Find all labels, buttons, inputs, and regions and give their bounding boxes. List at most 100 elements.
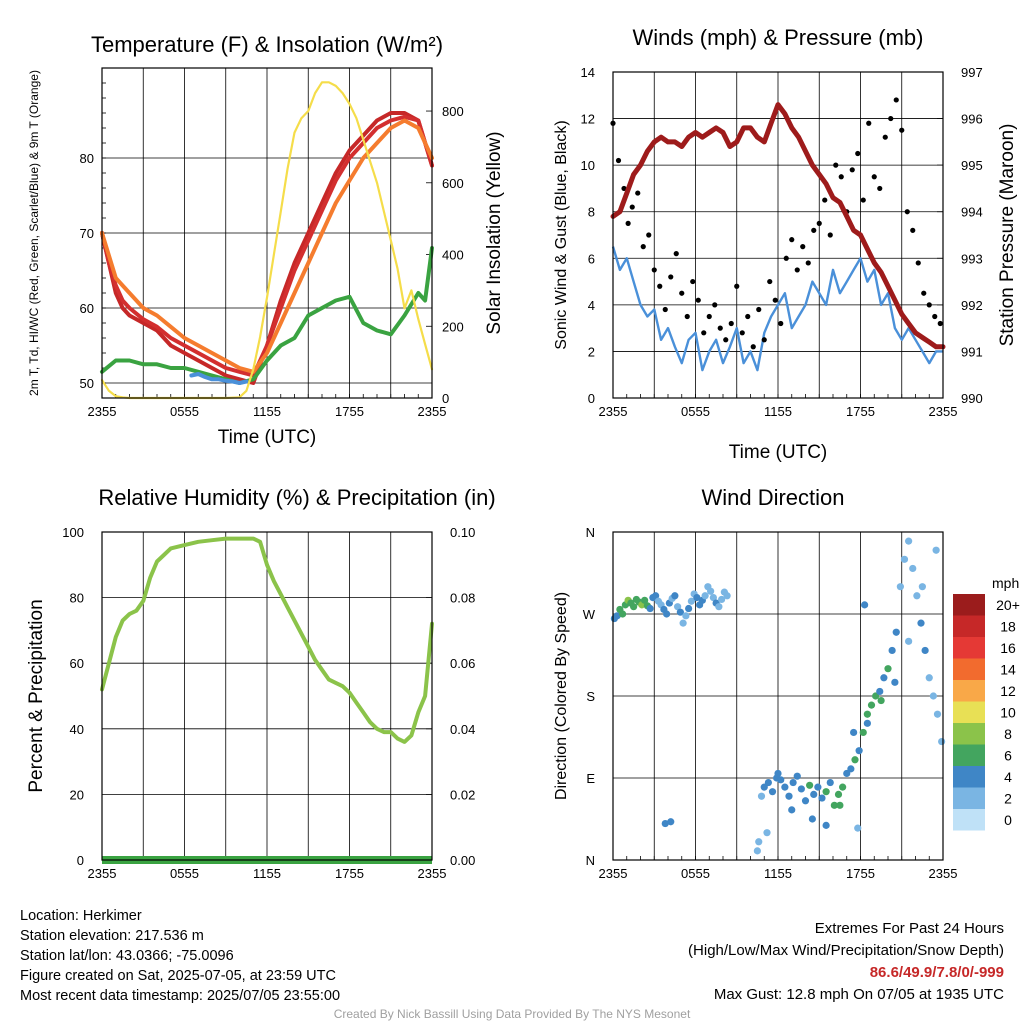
- gust-point: [794, 267, 800, 273]
- direction-point: [834, 790, 843, 799]
- plot-border: [612, 531, 944, 861]
- direction-point: [892, 628, 900, 636]
- gust-point: [937, 320, 943, 327]
- legend-title: mph: [992, 575, 1019, 591]
- legend-label: 14: [1000, 662, 1016, 678]
- y-tick-label: N: [586, 853, 595, 868]
- gust-point: [899, 127, 905, 133]
- y2-tick-label: 992: [961, 298, 983, 313]
- gust-point: [811, 227, 817, 233]
- chart-title: Relative Humidity (%) & Precipitation (i…: [98, 485, 495, 510]
- y-tick-label: 14: [581, 65, 595, 80]
- y2-tick-label: 0.00: [450, 853, 475, 868]
- y-tick-label: E: [586, 771, 595, 786]
- location-text: Location: Herkimer: [20, 908, 142, 924]
- direction-point: [774, 769, 782, 778]
- direction-point: [929, 692, 937, 700]
- y-axis-label: Direction (Colored By Speed): [553, 592, 570, 800]
- plot-border: [101, 67, 433, 399]
- y-tick-label: 20: [70, 787, 84, 802]
- credit-text: Created By Nick Bassill Using Data Provi…: [333, 1007, 691, 1021]
- gust-point: [734, 283, 740, 289]
- gust-point: [904, 209, 910, 215]
- extremes-info: Extremes For Past 24 Hours (High/Low/Max…: [688, 918, 1004, 1006]
- direction-point: [822, 788, 830, 796]
- speed-legend: mph 20+ 18 16 14 12 10 8 6 4 2 0: [953, 575, 1020, 831]
- y-tick-label: S: [586, 689, 595, 704]
- x-tick-label: 2355: [88, 404, 117, 419]
- x-tick-label: 1755: [846, 866, 875, 881]
- direction-point: [888, 646, 896, 655]
- direction-point: [938, 737, 946, 746]
- x-tick-label: 2355: [599, 866, 628, 881]
- x-tick-label: 0555: [170, 866, 199, 881]
- y2-tick-label: 0: [442, 391, 449, 406]
- direction-point: [652, 592, 660, 600]
- direction-point: [674, 603, 682, 611]
- gust-point: [728, 320, 734, 327]
- gust-point: [860, 197, 866, 203]
- gust-point: [767, 278, 773, 285]
- direction-point: [826, 778, 834, 787]
- gust-point: [833, 162, 839, 168]
- y2-tick-label: 0.08: [450, 591, 475, 606]
- gust-point: [866, 120, 872, 126]
- x-tick-label: 2355: [418, 404, 447, 419]
- y-tick-label: 100: [62, 525, 84, 540]
- gust-point: [662, 306, 668, 313]
- gust-point: [761, 337, 767, 343]
- direction-point: [863, 719, 871, 727]
- max-gust-text: Max Gust: 12.8 mph On 07/05 at 1935 UTC: [713, 986, 1004, 1003]
- legend-label: 4: [1004, 769, 1012, 785]
- series-line-relative-humidity: [100, 536, 434, 744]
- gust-point: [849, 167, 855, 173]
- y2-tick-label: 995: [961, 158, 983, 173]
- legend-swatch: [953, 744, 985, 766]
- chart-panel-3: 2355 0555 1155 1755 2355 0 20 40 60 80 100 0.00 0.02…: [26, 485, 496, 881]
- plot-border: [101, 531, 433, 861]
- direction-point: [701, 592, 709, 600]
- direction-point: [755, 838, 763, 846]
- gust-point: [717, 325, 723, 331]
- y-axis-label: Percent & Precipitation: [26, 599, 47, 792]
- y-tick-label: W: [583, 607, 596, 622]
- legend-label: 2: [1004, 791, 1012, 807]
- gust-point: [822, 197, 828, 203]
- y-axis-label: 2m T, Td, HI/WC (Red, Green, Scarlet/Blu…: [27, 70, 41, 396]
- direction-point: [685, 604, 693, 613]
- direction-point: [768, 788, 777, 796]
- chart-panel-2: 2355 0555 1155 1755 2355 0 2 4 6 8 10 12 14 990 991 992…: [553, 25, 1018, 463]
- direction-point: [676, 608, 684, 616]
- legend-label: 16: [1000, 640, 1016, 656]
- direction-point: [859, 728, 867, 737]
- direction-point: [613, 612, 621, 620]
- y-tick-label: N: [586, 525, 595, 540]
- direction-point: [867, 701, 876, 709]
- direction-point: [851, 756, 859, 764]
- gust-point: [772, 297, 778, 303]
- series-line-scarlet: [100, 111, 434, 385]
- y-tick-label: 40: [70, 722, 84, 737]
- direction-point: [818, 794, 826, 802]
- gust-point: [756, 306, 762, 313]
- legend-label: 8: [1004, 726, 1012, 742]
- y2-tick-label: 994: [961, 205, 983, 220]
- direction-point: [785, 792, 793, 800]
- chart-title: Winds (mph) & Pressure (mb): [633, 25, 924, 50]
- gust-point: [932, 313, 938, 320]
- direction-point: [843, 769, 851, 778]
- x-tick-label: 0555: [170, 404, 199, 419]
- station-info: Location: Herkimer Station elevation: 21…: [20, 906, 340, 1006]
- direction-point: [905, 637, 913, 645]
- legend-label: 20+: [996, 597, 1020, 613]
- gust-point: [739, 330, 745, 336]
- y-tick-label: 4: [588, 298, 595, 313]
- created-text: Figure created on Sat, 2025-07-05, at 23…: [20, 968, 336, 984]
- direction-point: [682, 612, 690, 620]
- direction-point: [801, 797, 810, 805]
- direction-point: [661, 819, 669, 828]
- direction-point: [723, 592, 731, 600]
- direction-point: [814, 783, 822, 791]
- direction-point: [781, 783, 789, 791]
- direction-point: [921, 646, 929, 655]
